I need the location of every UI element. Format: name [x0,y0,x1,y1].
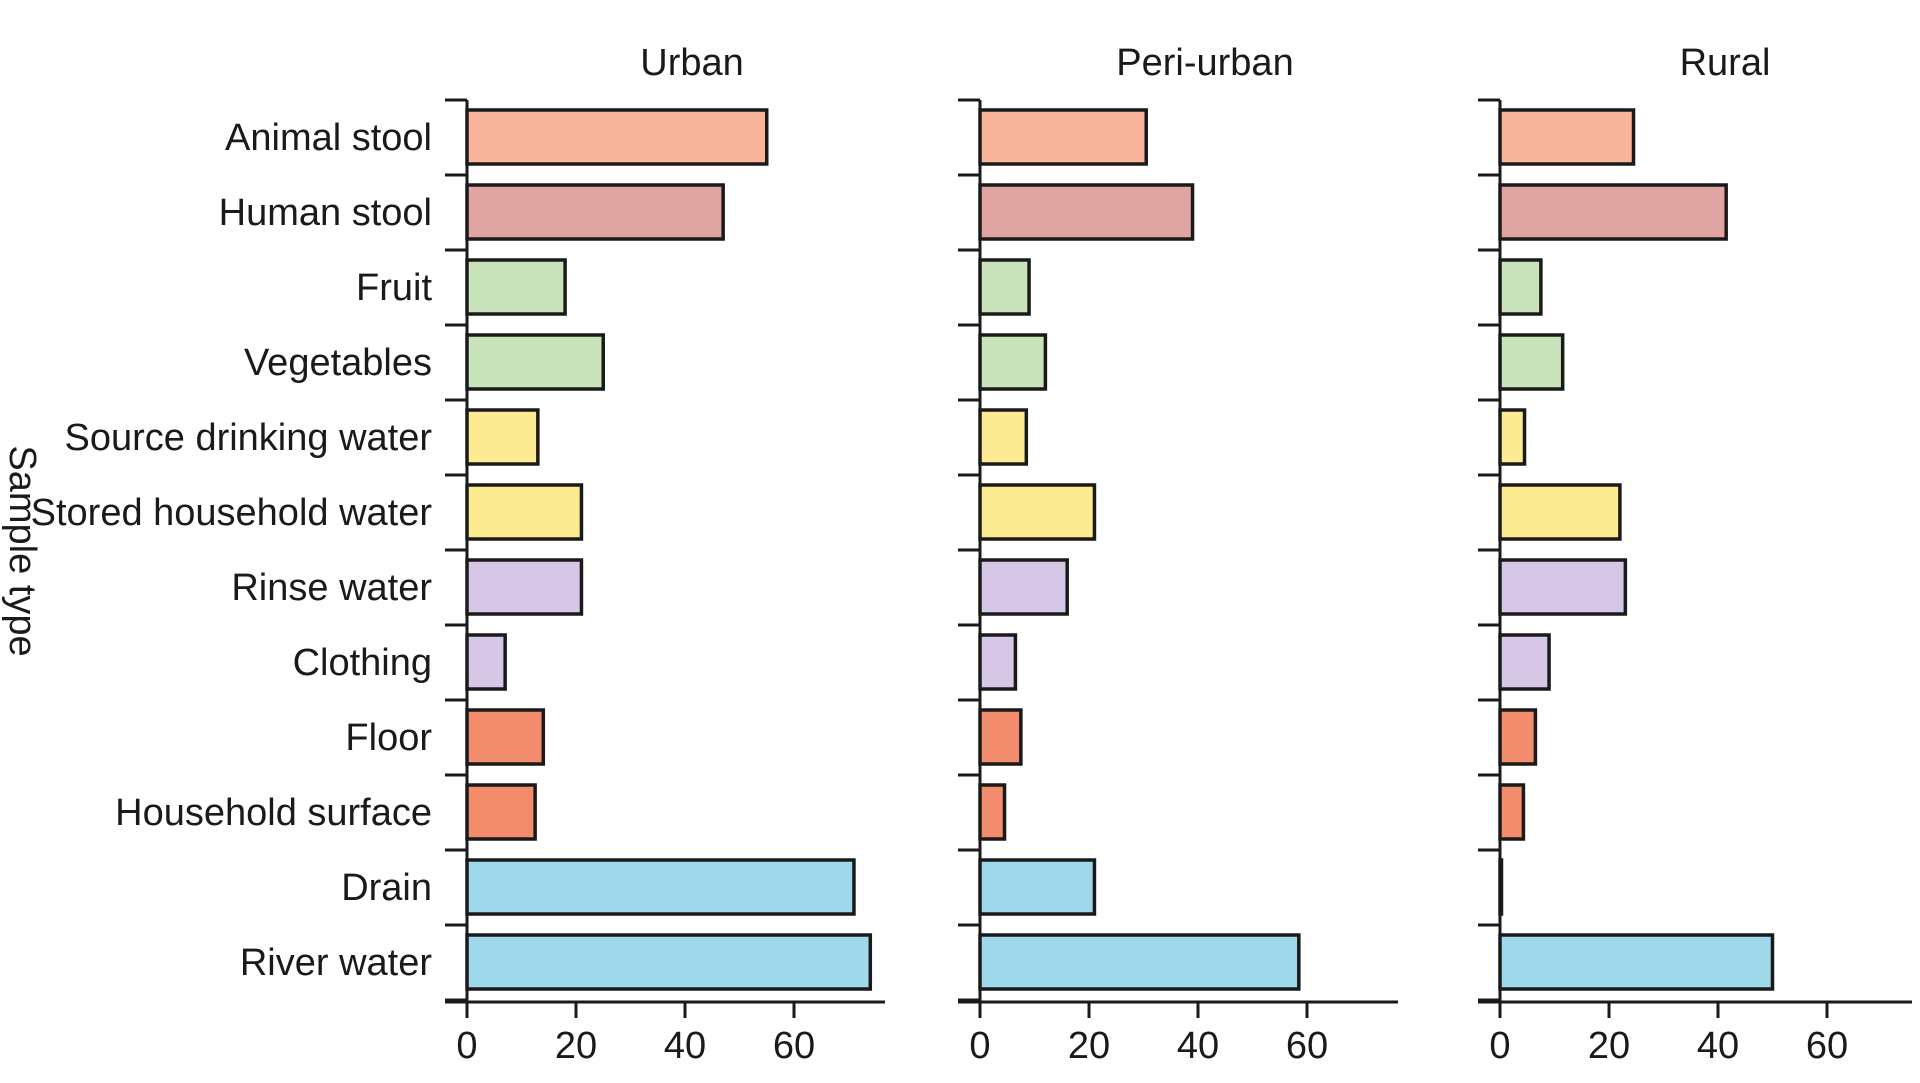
category-label: Drain [341,867,432,909]
category-label: Clothing [293,642,432,684]
category-label: Stored household water [31,492,433,534]
bar-urban [465,483,584,541]
bar-rural [1498,258,1543,316]
x-tick-label: 60 [1806,1025,1848,1067]
bar-peri-urban [978,708,1023,766]
bar-urban [465,333,605,391]
bar-rural [1498,183,1728,241]
category-label: Vegetables [244,342,432,384]
bar-peri-urban [978,633,1018,691]
bar-peri-urban [978,108,1148,166]
bar-peri-urban [978,858,1097,916]
bar-rural [1498,783,1526,841]
bar-rural [1498,108,1636,166]
bar-peri-urban [978,258,1031,316]
category-label: Source drinking water [64,417,432,459]
bar-rural [1498,408,1527,466]
category-label: River water [240,942,432,984]
category-label: Human stool [219,192,432,234]
category-label: Floor [345,717,432,759]
x-tick-label: 60 [1286,1025,1328,1067]
bar-rural [1498,483,1622,541]
y-axis-label: Sample type [1,445,43,656]
bar-rural [1498,558,1628,616]
category-label: Animal stool [225,117,432,159]
bar-peri-urban [978,333,1048,391]
x-tick-label: 20 [1588,1025,1630,1067]
bar-urban [465,108,769,166]
bar-peri-urban [978,933,1301,991]
panel-title-rural: Rural [1680,42,1771,84]
bar-urban [465,558,584,616]
x-tick-label: 20 [1068,1025,1110,1067]
bar-urban [465,783,537,841]
x-tick-label: 0 [456,1025,477,1067]
x-tick-label: 40 [1177,1025,1219,1067]
bar-peri-urban [978,408,1029,466]
bar-rural [1498,333,1565,391]
bar-peri-urban [978,783,1007,841]
x-tick-label: 60 [773,1025,815,1067]
x-tick-label: 0 [1489,1025,1510,1067]
bar-urban [465,183,725,241]
x-tick-label: 0 [969,1025,990,1067]
bar-urban [465,258,567,316]
x-tick-label: 40 [664,1025,706,1067]
category-label: Rinse water [231,567,432,609]
bar-rural [1498,933,1775,991]
bar-rural [1498,858,1504,916]
x-tick-label: 20 [555,1025,597,1067]
bar-urban [465,633,507,691]
panel-title-peri-urban: Peri-urban [1116,42,1293,84]
bar-peri-urban [978,483,1097,541]
bar-urban [465,858,856,916]
bar-peri-urban [978,558,1069,616]
bar-urban [465,933,873,991]
bar-peri-urban [978,183,1195,241]
category-label: Household surface [115,792,432,834]
panel-title-urban: Urban [640,42,744,84]
category-label: Fruit [356,267,432,309]
bar-rural [1498,708,1538,766]
x-tick-label: 40 [1697,1025,1739,1067]
bar-urban [465,708,546,766]
bar-rural [1498,633,1551,691]
bar-urban [465,408,540,466]
